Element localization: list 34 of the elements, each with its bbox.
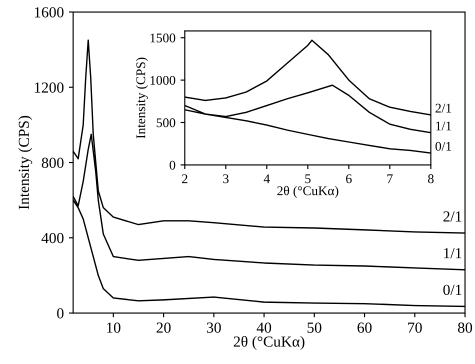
x-tick-label: 60 xyxy=(358,322,372,333)
x-tick-label: 30 xyxy=(206,322,221,333)
x-tick-label: 10 xyxy=(107,322,120,333)
y-tick-label: 800 xyxy=(42,158,64,168)
x-tick-label: 20 xyxy=(156,322,171,333)
y-tick-label: 400 xyxy=(42,232,64,244)
x-tick-label: 8 xyxy=(428,174,434,184)
series-label: 2/1 xyxy=(436,104,452,113)
x-tick-label: 70 xyxy=(408,322,422,333)
x-tick-label: 5 xyxy=(305,174,311,184)
x-tick-label: 6 xyxy=(346,174,352,184)
y-tick-label: 500 xyxy=(156,118,176,128)
series-label: 0/1 xyxy=(443,284,462,296)
x-tick-label: 3 xyxy=(223,174,229,184)
y-axis-title: Intensity (CPS) xyxy=(18,116,32,210)
y-tick-label: 1500 xyxy=(150,34,176,42)
x-tick-label: 50 xyxy=(308,322,322,333)
y-tick-label: 0 xyxy=(170,160,176,170)
series-label: 0/1 xyxy=(435,142,452,151)
x-axis-title: 2θ (°CuKα) xyxy=(234,336,304,350)
series-label: 1/1 xyxy=(444,248,462,258)
x-tick-label: 4 xyxy=(264,174,270,184)
x-tick-label: 2 xyxy=(182,174,188,184)
y-tick-label: 1000 xyxy=(150,76,176,85)
y-tick-label: 1200 xyxy=(34,82,64,93)
y-tick-label: 1600 xyxy=(34,7,64,18)
x-axis-title: 2θ (°CuKα) xyxy=(277,186,338,198)
y-tick-label: 0 xyxy=(57,308,64,318)
series-label: 1/1 xyxy=(436,122,452,130)
y-axis-title: Intensity (CPS) xyxy=(136,58,148,138)
series-label: 2/1 xyxy=(443,211,462,222)
x-tick-label: 7 xyxy=(387,174,393,184)
x-tick-label: 80 xyxy=(458,322,472,333)
x-tick-label: 40 xyxy=(256,322,272,333)
